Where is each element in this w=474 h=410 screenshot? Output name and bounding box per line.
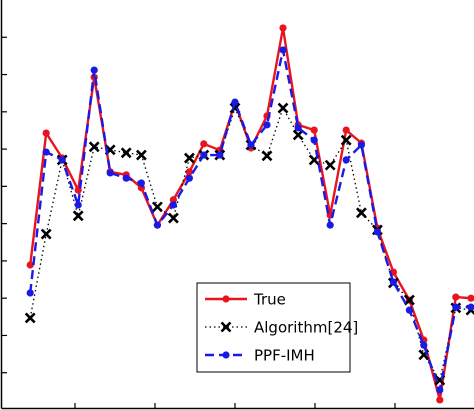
marker (169, 201, 177, 209)
marker (436, 386, 444, 394)
marker (357, 141, 365, 149)
marker (436, 396, 444, 404)
legend-marker (222, 351, 230, 359)
marker (263, 121, 271, 129)
marker (72, 210, 84, 222)
marker (183, 152, 195, 164)
marker (24, 312, 36, 324)
marker (389, 278, 397, 286)
marker (153, 221, 161, 229)
marker (58, 156, 66, 164)
marker (310, 136, 318, 144)
marker (340, 134, 352, 146)
marker (42, 129, 50, 137)
marker (90, 66, 98, 74)
marker (26, 289, 34, 297)
marker (42, 148, 50, 156)
marker (135, 149, 147, 161)
marker (74, 201, 82, 209)
series-line (29, 49, 471, 395)
marker (26, 261, 34, 269)
marker (373, 228, 381, 236)
marker (106, 169, 114, 177)
marker (277, 102, 289, 114)
marker (216, 151, 224, 159)
plot-area (24, 24, 474, 404)
marker (200, 140, 208, 148)
marker (405, 306, 413, 314)
marker (467, 294, 474, 302)
marker (310, 126, 318, 134)
marker (292, 129, 304, 141)
marker (247, 141, 255, 149)
marker (40, 228, 52, 240)
marker (355, 207, 367, 219)
marker (342, 126, 350, 134)
legend-marker (222, 295, 230, 303)
marker (137, 179, 145, 187)
marker (467, 303, 474, 311)
legend: True Algorithm[24] PPF-IMH (196, 282, 358, 373)
marker (420, 341, 428, 349)
marker (122, 174, 130, 182)
marker (279, 46, 287, 54)
marker (452, 303, 460, 311)
marker (324, 159, 336, 171)
marker (261, 150, 273, 162)
marker (231, 98, 239, 106)
legend-marker (220, 321, 232, 333)
marker (151, 201, 163, 213)
marker (185, 168, 193, 176)
legend-label: Algorithm[24] (254, 319, 358, 337)
legend-label: True (253, 291, 286, 309)
marker (342, 156, 350, 164)
marker (88, 141, 100, 153)
marker (120, 147, 132, 159)
marker (200, 151, 208, 159)
legend-label: PPF-IMH (254, 347, 315, 365)
marker (185, 174, 193, 182)
marker (452, 293, 460, 301)
marker (294, 124, 302, 132)
marker (326, 221, 334, 229)
marker (279, 24, 287, 32)
marker (167, 212, 179, 224)
